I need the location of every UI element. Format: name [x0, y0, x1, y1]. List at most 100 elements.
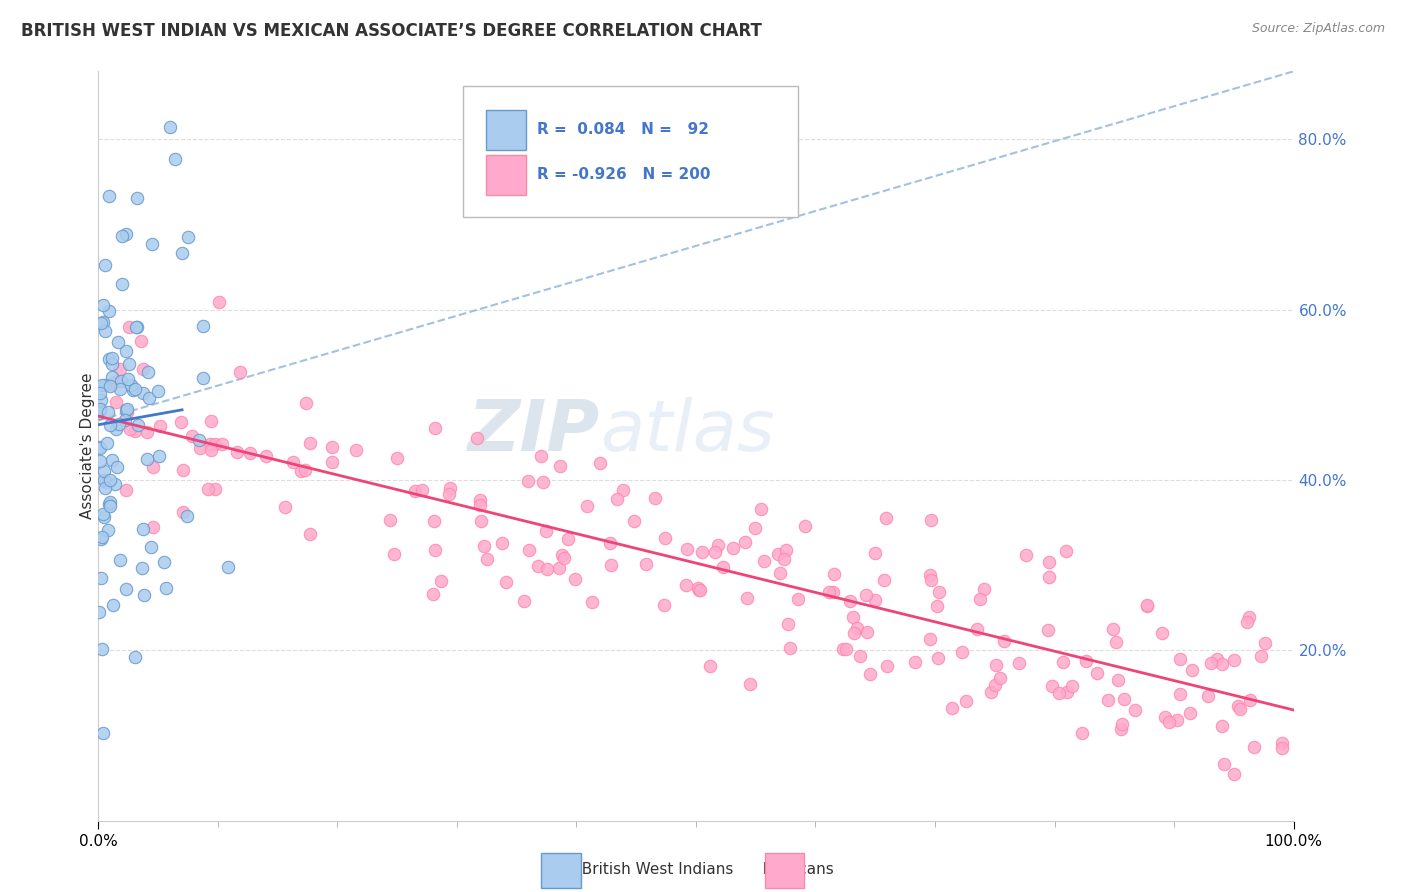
Point [752, 554, 775, 568]
Point [152, 556, 174, 570]
Point [90, 571, 112, 585]
Point [1243, 740, 1265, 755]
Point [176, 509, 198, 524]
Point [94, 481, 117, 495]
Point [839, 594, 862, 608]
Point [1211, 657, 1233, 671]
Point [1253, 636, 1275, 650]
Point [1042, 679, 1064, 693]
Point [1104, 635, 1126, 649]
Point [91, 298, 114, 312]
Text: atlas: atlas [600, 397, 775, 466]
Point [155, 581, 177, 595]
Point [775, 542, 797, 557]
Point [1007, 657, 1029, 671]
Point [973, 582, 995, 596]
Point [96, 436, 118, 450]
Point [89, 401, 111, 416]
Point [1239, 693, 1261, 707]
Point [124, 383, 146, 397]
Point [108, 417, 131, 431]
Point [131, 386, 153, 401]
Point [823, 585, 845, 599]
Point [1114, 691, 1136, 706]
Point [108, 362, 131, 376]
Point [734, 534, 756, 549]
Point [110, 553, 132, 567]
Point [208, 294, 231, 309]
Point [920, 568, 942, 582]
Point [749, 501, 772, 516]
Point [138, 392, 160, 406]
Point [120, 422, 142, 436]
Point [1212, 756, 1234, 771]
Point [110, 374, 132, 388]
Point [530, 449, 553, 463]
Text: Source: ZipAtlas.com: Source: ZipAtlas.com [1251, 22, 1385, 36]
Point [98, 304, 121, 318]
Point [163, 153, 186, 167]
Point [589, 456, 612, 470]
Point [841, 609, 863, 624]
Point [115, 582, 138, 597]
Point [835, 641, 858, 656]
Point [855, 588, 877, 602]
Point [94, 475, 117, 490]
Point [118, 357, 141, 371]
Point [136, 425, 159, 440]
Point [142, 519, 165, 533]
Point [950, 645, 973, 659]
Point [89, 406, 111, 420]
Point [1052, 655, 1074, 669]
Point [100, 357, 122, 371]
Point [988, 671, 1011, 685]
Point [654, 531, 676, 545]
Point [818, 585, 841, 599]
Point [274, 500, 297, 515]
Point [93, 464, 115, 478]
Point [344, 443, 367, 458]
Point [740, 677, 762, 691]
Point [404, 483, 426, 498]
Point [993, 634, 1015, 648]
Point [1157, 714, 1180, 729]
Point [98, 499, 121, 513]
Point [1170, 651, 1192, 665]
Point [290, 464, 312, 478]
Point [91, 642, 114, 657]
Point [1170, 687, 1192, 701]
Point [141, 237, 163, 252]
Point [114, 227, 136, 241]
Point [1223, 653, 1246, 667]
Point [1136, 598, 1159, 612]
Point [744, 521, 766, 535]
Point [1015, 548, 1038, 562]
Point [93, 509, 115, 524]
Point [254, 449, 277, 463]
Point [876, 658, 898, 673]
FancyBboxPatch shape [485, 110, 526, 150]
Point [117, 405, 139, 419]
Point [117, 372, 139, 386]
Point [93, 316, 115, 330]
Point [430, 574, 453, 588]
Point [904, 655, 927, 669]
Point [1123, 703, 1146, 717]
FancyBboxPatch shape [463, 87, 797, 218]
Point [1136, 599, 1159, 613]
Point [793, 519, 815, 533]
Point [114, 413, 136, 427]
Point [89, 454, 111, 468]
Point [239, 446, 262, 460]
Point [93, 725, 115, 739]
Point [204, 437, 226, 451]
Text: British West Indians      Mexicans: British West Indians Mexicans [572, 863, 834, 877]
Point [927, 651, 949, 665]
Point [87, 440, 110, 454]
Point [735, 591, 758, 605]
Point [1060, 679, 1083, 693]
Point [100, 494, 122, 508]
Point [94, 378, 117, 392]
Point [115, 401, 138, 416]
Point [474, 539, 496, 553]
